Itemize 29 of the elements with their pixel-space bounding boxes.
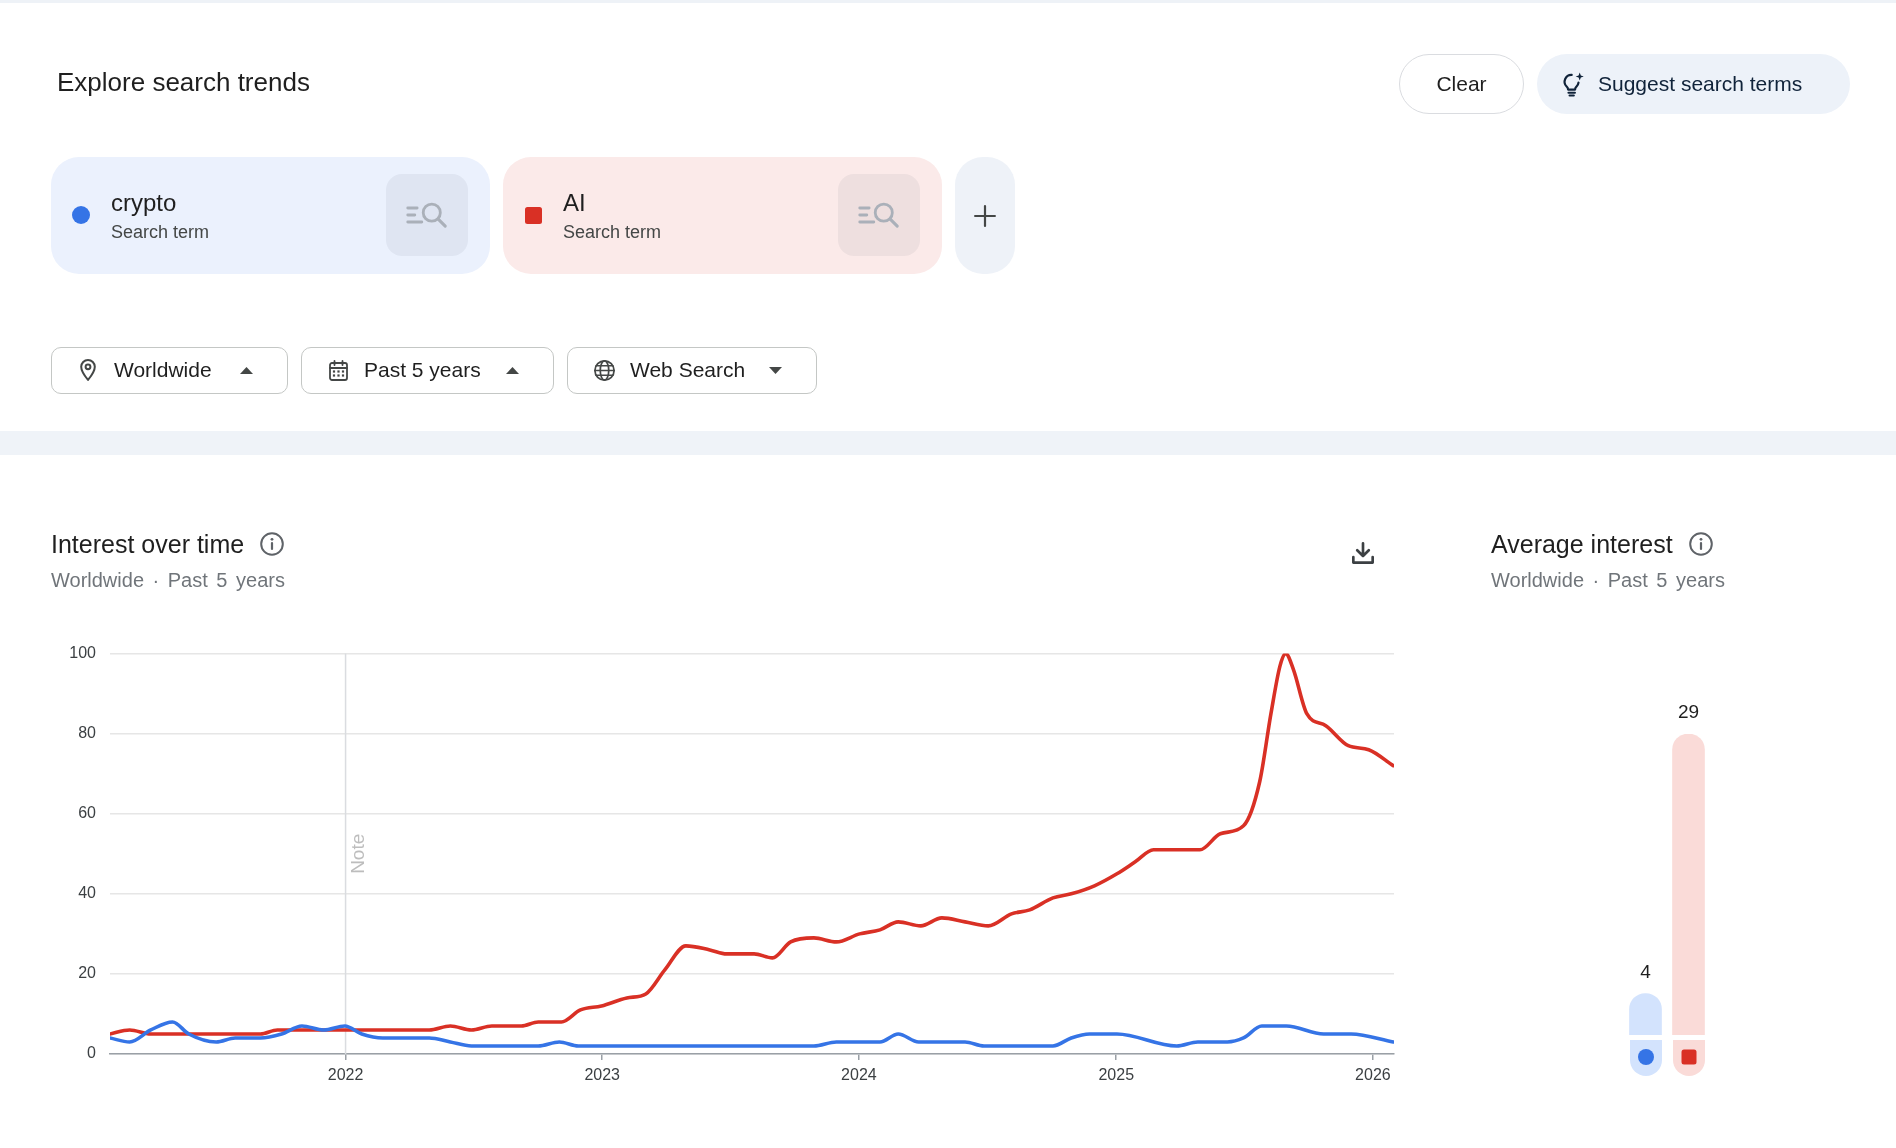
line-series	[110, 653, 1394, 1036]
x-tick-label: 2025	[1098, 1066, 1135, 1084]
x-tick-label: 2024	[841, 1066, 877, 1084]
y-tick-label: 40	[78, 884, 97, 902]
text: Search term	[563, 222, 662, 244]
y-tick-label: 80	[78, 724, 97, 742]
x-tick-label: 2023	[584, 1066, 621, 1084]
chart-subtitle: Worldwide · Past 5 years	[51, 568, 285, 592]
search-type-dropdown: Web Search	[567, 347, 817, 394]
chart-subtitle: Worldwide · Past 5 years	[1491, 568, 1725, 592]
suggest-button: Suggest search terms	[1537, 54, 1850, 114]
x-tick-label: 2026	[1355, 1066, 1391, 1084]
ref-line-label: Note	[346, 833, 368, 874]
legend-label: crypto	[111, 188, 177, 218]
y-tick-label: 60	[78, 804, 97, 822]
data-label: 29	[1677, 701, 1700, 723]
line-series	[110, 1020, 1394, 1048]
data-label: 4	[1640, 960, 1652, 982]
chart-title: Average interest	[1491, 529, 1673, 559]
x-tick-label: 2022	[327, 1066, 364, 1084]
chart-title: Interest over time	[51, 529, 245, 559]
text: Explore search trends	[57, 67, 310, 99]
y-tick-label: 100	[69, 644, 97, 662]
y-tick-label: 0	[87, 1044, 97, 1062]
legend-label: AI	[563, 188, 586, 218]
text: Search term	[111, 222, 210, 244]
y-tick-label: 20	[78, 964, 97, 982]
date-dropdown: Past 5 years	[301, 347, 554, 394]
location-dropdown: Worldwide	[51, 347, 288, 394]
